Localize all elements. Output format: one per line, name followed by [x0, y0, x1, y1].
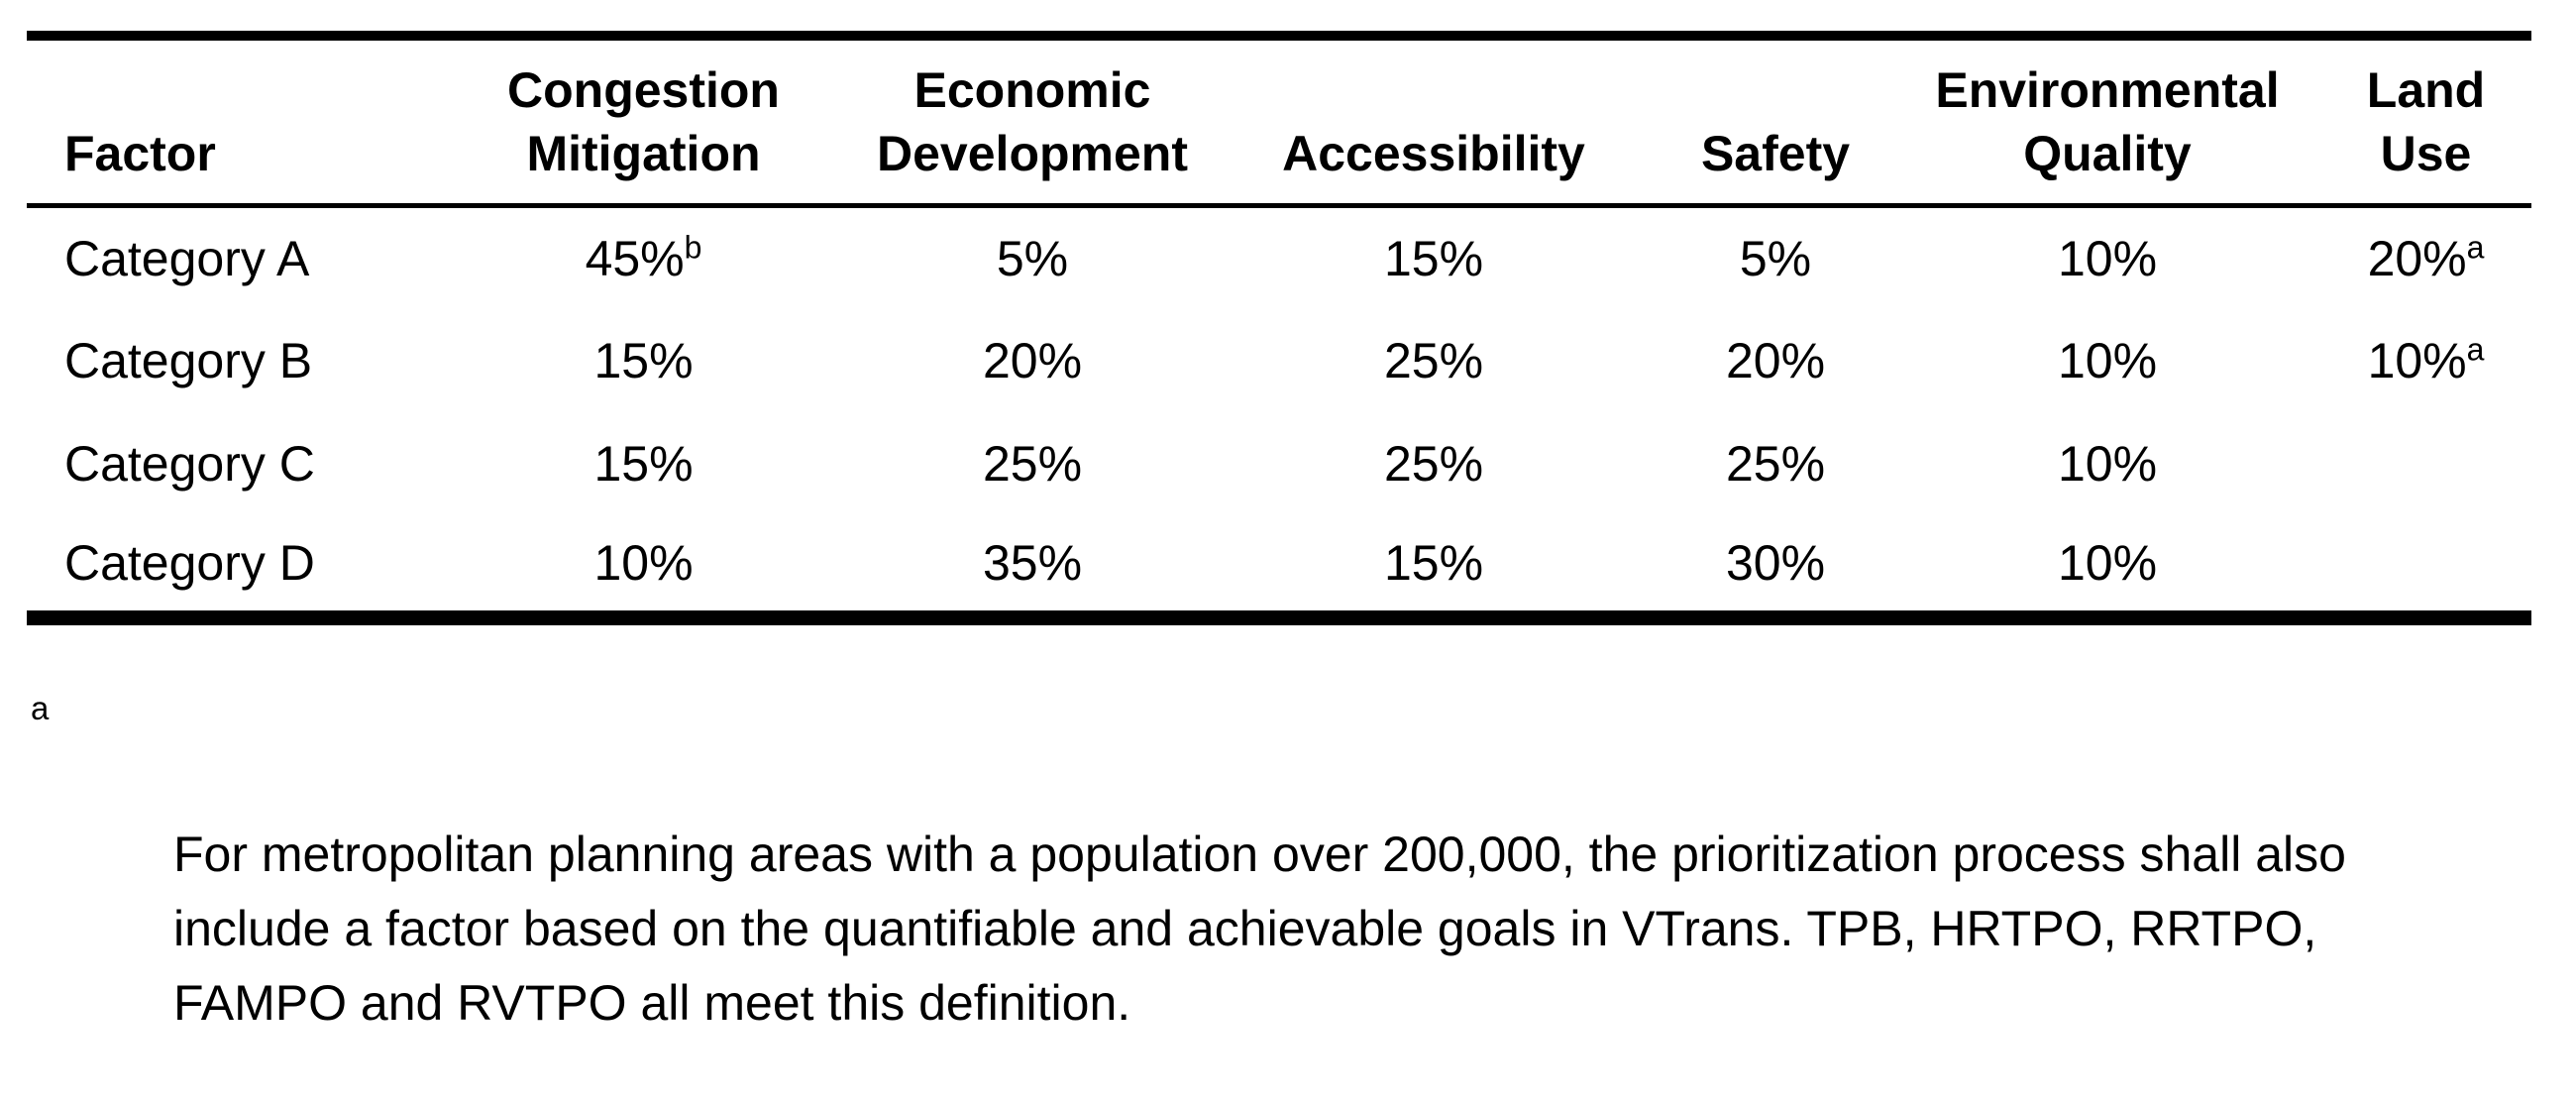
column-header-congestion-mitigation: Congestion Mitigation — [433, 36, 854, 208]
table-cell: 30% — [1657, 515, 1894, 618]
cell-value: 10% — [2367, 332, 2467, 388]
prioritization-factors-table: Factor Congestion Mitigation Economic De… — [27, 31, 2531, 625]
table-header-row: Factor Congestion Mitigation Economic De… — [27, 36, 2531, 208]
table-cell: 10%a — [2320, 309, 2531, 412]
column-header-safety: Safety — [1657, 36, 1894, 208]
row-label: Category D — [64, 534, 315, 591]
column-header-accessibility: Accessibility — [1211, 36, 1657, 208]
table-row-category-a: Category A 45%b 5% 15% 5% 10% 20%a — [27, 206, 2531, 309]
cell-value: 5% — [996, 230, 1069, 286]
table-cell: 20%a — [2320, 206, 2531, 309]
table-cell: 5% — [854, 206, 1211, 309]
cell-value: 10% — [2057, 332, 2158, 388]
cell-value: 10% — [2057, 435, 2158, 492]
footnote-ref-superscript: a — [2466, 330, 2485, 367]
table-cell — [2320, 412, 2531, 515]
cell-value: 5% — [1739, 230, 1812, 286]
table-cell: 25% — [1211, 309, 1657, 412]
column-header-land-use: Land Use — [2320, 36, 2531, 208]
footnote-a-text: For metropolitan planning areas with a p… — [173, 827, 2346, 1031]
table-cell: 15% — [433, 412, 854, 515]
cell-value: 25% — [1725, 435, 1826, 492]
table-row-category-b: Category B 15% 20% 25% 20% 10% 10%a — [27, 309, 2531, 412]
footnote-b: b For Northern Virginia and Hampton Road… — [27, 1080, 2484, 1103]
column-header-economic-development: Economic Development — [854, 36, 1211, 208]
cell-value: 25% — [1383, 435, 1484, 492]
footnote-marker-a: a — [31, 690, 50, 726]
cell-value: 20% — [2367, 230, 2467, 286]
table-row-category-c: Category C 15% 25% 25% 25% 10% — [27, 412, 2531, 515]
row-label: Category C — [64, 435, 315, 492]
cell-value: 15% — [1383, 534, 1484, 591]
cell-value: 15% — [593, 332, 694, 388]
table-cell: 25% — [854, 412, 1211, 515]
table-cell: 25% — [1211, 412, 1657, 515]
footnote-marker-b: b — [31, 1082, 49, 1103]
table-cell: 10% — [433, 515, 854, 618]
table-cell: 10% — [1894, 206, 2320, 309]
table-cell: 20% — [854, 309, 1211, 412]
cell-value: 10% — [2057, 230, 2158, 286]
table-cell: 35% — [854, 515, 1211, 618]
footnote-ref-superscript: a — [2466, 229, 2485, 266]
column-header-environmental-quality: Environmental Quality — [1894, 36, 2320, 208]
row-label: Category B — [64, 332, 313, 388]
cell-value: 15% — [593, 435, 694, 492]
cell-value: 15% — [1383, 230, 1484, 286]
table-cell: 15% — [1211, 515, 1657, 618]
table-cell: 10% — [1894, 309, 2320, 412]
table-cell: 10% — [1894, 412, 2320, 515]
cell-value: 10% — [2057, 534, 2158, 591]
cell-value: 20% — [982, 332, 1083, 388]
cell-value: 10% — [593, 534, 694, 591]
table-cell: 5% — [1657, 206, 1894, 309]
column-header-factor: Factor — [27, 36, 433, 208]
table-cell: 10% — [1894, 515, 2320, 618]
row-label: Category A — [64, 230, 310, 286]
table-row-category-d: Category D 10% 35% 15% 30% 10% — [27, 515, 2531, 618]
table-cell: 20% — [1657, 309, 1894, 412]
table-cell: 25% — [1657, 412, 1894, 515]
footnote-ref-superscript: b — [684, 229, 702, 266]
table-cell: 15% — [1211, 206, 1657, 309]
cell-value: 45% — [585, 230, 685, 286]
cell-value: 20% — [1725, 332, 1826, 388]
footnote-a: a For metropolitan planning areas with a… — [27, 669, 2484, 1041]
cell-value: 35% — [982, 534, 1083, 591]
table-cell — [2320, 515, 2531, 618]
table-cell: 15% — [433, 309, 854, 412]
cell-value: 25% — [1383, 332, 1484, 388]
cell-value: 25% — [982, 435, 1083, 492]
table-cell: 45%b — [433, 206, 854, 309]
cell-value: 30% — [1725, 534, 1826, 591]
